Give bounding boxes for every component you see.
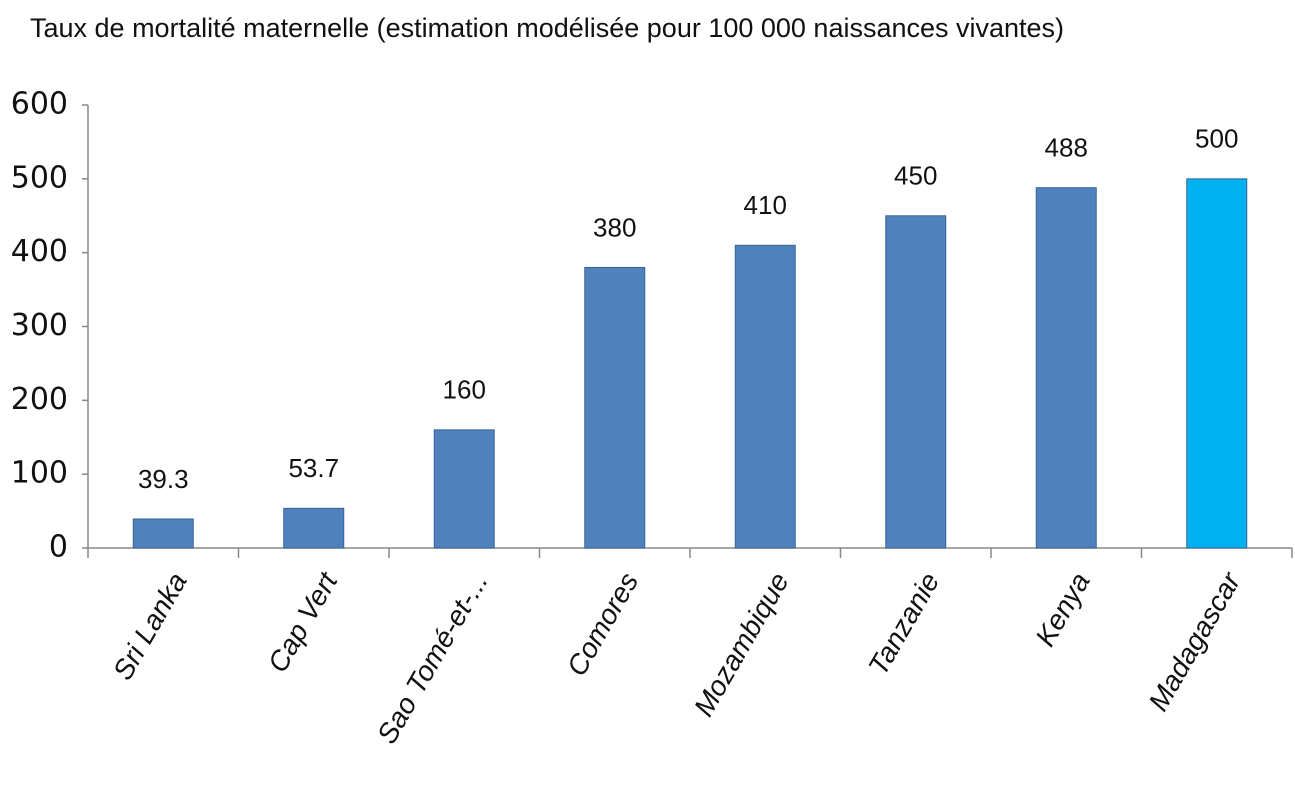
y-tick-label: 100 — [11, 456, 68, 491]
bar — [1035, 187, 1097, 549]
bar — [885, 215, 947, 549]
x-tick-label: Tanzanie — [862, 567, 945, 680]
y-tick-label: 200 — [11, 382, 68, 417]
value-label: 160 — [443, 375, 486, 405]
chart-title: Taux de mortalité maternelle (estimation… — [30, 13, 1064, 43]
bar — [1186, 178, 1248, 549]
value-label: 380 — [593, 212, 636, 242]
y-tick-label: 400 — [11, 234, 68, 269]
value-label: 410 — [744, 190, 787, 220]
value-label: 450 — [894, 161, 937, 191]
x-tick-label: Mozambique — [688, 567, 795, 721]
x-tick-label: Madagascar — [1142, 566, 1247, 716]
x-tick-label: Sri Lanka — [107, 567, 193, 685]
y-tick-label: 0 — [49, 530, 68, 565]
x-tick-label: Sao Tomé-et-... — [371, 567, 494, 749]
y-tick-label: 500 — [11, 160, 68, 195]
value-label: 500 — [1195, 124, 1238, 154]
x-tick-label: Comores — [561, 567, 645, 681]
value-label: 53.7 — [288, 453, 339, 483]
bar — [283, 507, 345, 549]
x-tick-label: Kenya — [1029, 567, 1096, 651]
bar — [433, 429, 495, 549]
bar — [132, 518, 194, 549]
y-tick-label: 600 — [11, 87, 68, 122]
value-label: 39.3 — [138, 464, 189, 494]
x-tick-label: Cap Vert — [262, 566, 344, 677]
bar — [734, 244, 796, 549]
value-label: 488 — [1045, 133, 1088, 163]
y-tick-label: 300 — [11, 308, 68, 343]
bar — [584, 266, 646, 549]
